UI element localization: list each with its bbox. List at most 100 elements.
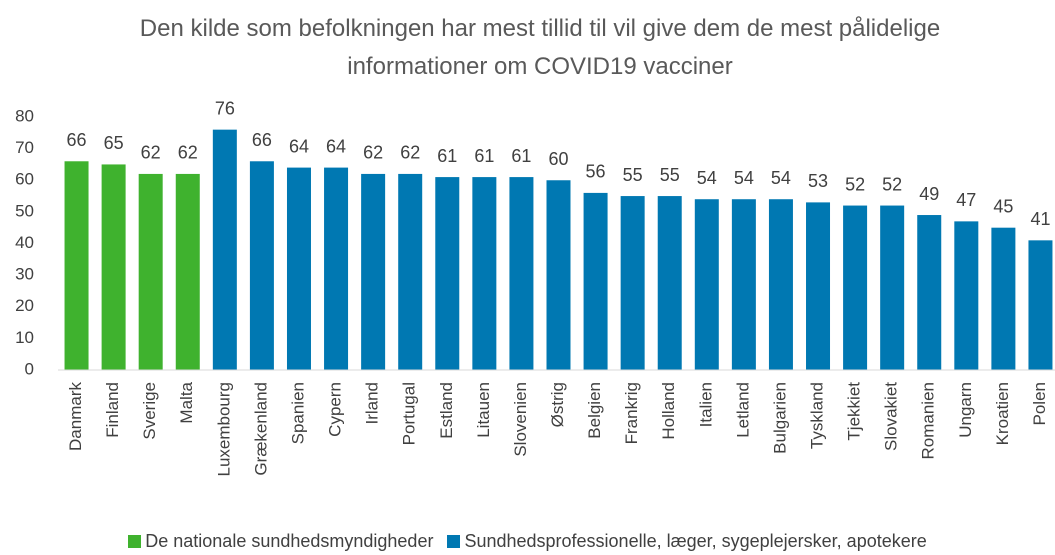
- bar: [212, 129, 237, 370]
- x-tick-label: Italien: [696, 382, 715, 427]
- value-label: 62: [141, 143, 161, 163]
- x-tick-label: Malta: [177, 381, 196, 423]
- bar: [249, 161, 274, 370]
- bar: [286, 167, 311, 370]
- legend-label: Sundhedsprofessionelle, læger, sygepleje…: [464, 531, 927, 551]
- y-tick-label: 50: [15, 201, 34, 220]
- x-tick-label: Litauen: [474, 382, 493, 438]
- value-label: 56: [586, 162, 606, 182]
- x-tick-label: Cypern: [326, 382, 345, 437]
- x-tick-label: Finland: [103, 382, 122, 438]
- chart: 0 10 20 30 40 50 60 70 80 Danmark Finland Sverige Ma…: [15, 98, 1055, 477]
- x-tick-label: Danmark: [66, 382, 85, 451]
- x-tick-label: Slovakiet: [882, 382, 901, 451]
- y-tick-label: 30: [15, 265, 34, 284]
- bar: [806, 202, 831, 370]
- value-label: 61: [511, 146, 531, 166]
- x-tick-label: Ungarn: [956, 382, 975, 438]
- bar: [64, 161, 89, 370]
- bar: [954, 221, 979, 370]
- y-tick-label: 0: [25, 359, 34, 378]
- bar: [694, 199, 719, 370]
- value-label: 66: [252, 130, 272, 150]
- x-tick-label: Letland: [733, 382, 752, 438]
- bar: [175, 173, 200, 370]
- x-tick-label: Tyskland: [808, 382, 827, 449]
- bar: [991, 227, 1016, 370]
- x-tick-label: Portugal: [400, 382, 419, 445]
- bar: [101, 164, 126, 370]
- x-tick-label: Kroatien: [993, 382, 1012, 445]
- y-tick-label: 70: [15, 138, 34, 157]
- x-tick-label: Spanien: [288, 382, 307, 444]
- legend-item: De nationale sundhedsmyndigheder: [128, 531, 433, 552]
- legend-item: Sundhedsprofessionelle, læger, sygepleje…: [447, 531, 927, 552]
- value-label: 62: [178, 143, 198, 163]
- x-tick-label: Estland: [437, 382, 456, 439]
- value-label: 47: [956, 190, 976, 210]
- value-label: 55: [623, 165, 643, 185]
- bar: [583, 192, 608, 370]
- value-label: 54: [734, 168, 754, 188]
- x-tick-label: Belgien: [585, 382, 604, 439]
- x-tick-label: Grækenland: [251, 382, 270, 476]
- value-label: 45: [993, 196, 1013, 216]
- value-label: 54: [771, 168, 791, 188]
- bar: [546, 180, 571, 370]
- bar: [1028, 240, 1053, 370]
- bar: [472, 177, 497, 370]
- bar: [398, 173, 423, 370]
- bar: [509, 177, 534, 370]
- chart-title: Den kilde som befolkningen har mest till…: [139, 15, 941, 80]
- value-label: 41: [1030, 209, 1050, 229]
- x-tick-label: Tjekkiet: [845, 382, 864, 441]
- value-label: 62: [400, 143, 420, 163]
- value-label: 53: [808, 171, 828, 191]
- value-label: 49: [919, 184, 939, 204]
- value-label: 55: [660, 165, 680, 185]
- value-label: 64: [326, 136, 346, 156]
- value-label: 61: [437, 146, 457, 166]
- value-label: 62: [363, 143, 383, 163]
- bar: [843, 205, 868, 370]
- legend-swatch: [128, 535, 142, 548]
- value-label: 66: [67, 130, 87, 150]
- legend-swatch: [447, 535, 461, 548]
- value-label: 61: [474, 146, 494, 166]
- bar: [731, 199, 756, 370]
- value-label: 54: [697, 168, 717, 188]
- bar: [138, 173, 163, 370]
- x-tick-label: Irland: [363, 382, 382, 425]
- x-tick-label: Polen: [1030, 382, 1049, 425]
- bar: [880, 205, 905, 370]
- bar: [657, 196, 682, 370]
- x-tick-label: Østrig: [548, 382, 567, 427]
- bar: [917, 215, 942, 370]
- y-tick-label: 80: [15, 106, 34, 125]
- bar: [435, 177, 460, 370]
- x-tick-label: Holland: [659, 382, 678, 440]
- bar: [324, 167, 349, 370]
- value-label: 76: [215, 98, 235, 118]
- x-tick-label: Slovenien: [511, 382, 530, 457]
- legend: De nationale sundhedsmyndigheder Sundheds…: [0, 531, 1055, 552]
- x-tick-label: Romanien: [919, 382, 938, 460]
- value-label: 52: [882, 174, 902, 194]
- bar: [768, 199, 793, 370]
- legend-label: De nationale sundhedsmyndigheder: [145, 531, 434, 551]
- x-tick-label: Bulgarien: [770, 382, 789, 454]
- value-label: 60: [548, 149, 568, 169]
- bar: [620, 196, 645, 370]
- x-tick-label: Luxembourg: [214, 382, 233, 477]
- y-tick-label: 20: [15, 296, 34, 315]
- y-tick-label: 60: [15, 170, 34, 189]
- value-label: 64: [289, 136, 309, 156]
- y-tick-label: 10: [15, 328, 34, 347]
- y-tick-label: 40: [15, 233, 34, 252]
- x-tick-label: Frankrig: [622, 382, 641, 444]
- x-tick-label: Sverige: [140, 382, 159, 440]
- value-label: 65: [104, 133, 124, 153]
- value-label: 52: [845, 174, 865, 194]
- bar: [361, 173, 386, 370]
